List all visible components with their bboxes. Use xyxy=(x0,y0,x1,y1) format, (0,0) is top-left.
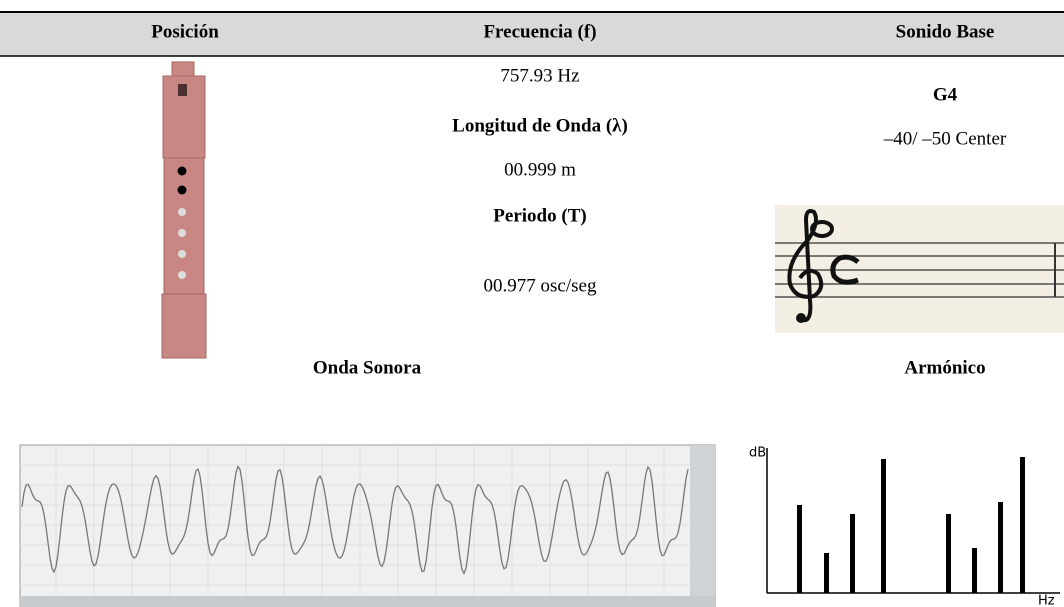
note: G4 xyxy=(933,84,958,105)
period: 00.977 osc/seg xyxy=(484,275,597,296)
header-cell: Sonido Base xyxy=(896,21,995,42)
staff xyxy=(775,205,1064,333)
header-cell: Posición xyxy=(151,21,219,42)
waveform xyxy=(19,444,716,607)
axis-label: dB xyxy=(749,446,766,461)
header-band xyxy=(0,12,1064,56)
axis-label: Hz xyxy=(1038,594,1055,607)
section-title: Armónico xyxy=(904,357,985,378)
label: Periodo (T) xyxy=(493,205,586,226)
header-cell: Frecuencia (f) xyxy=(483,21,596,42)
wave-part xyxy=(21,465,689,576)
harmonic-chart: dB Hz xyxy=(749,446,1060,607)
frequency: 757.93 Hz xyxy=(500,65,579,86)
recorder xyxy=(161,61,207,359)
label: Longitud de Onda (λ) xyxy=(452,115,628,136)
tuning: –40/ –50 Center xyxy=(883,128,1007,149)
wavelength: 00.999 m xyxy=(504,159,576,180)
section-title: Onda Sonora xyxy=(313,357,422,378)
